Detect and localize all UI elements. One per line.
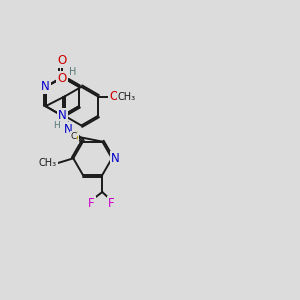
Text: N: N [64, 123, 73, 136]
Text: N: N [111, 152, 120, 165]
Text: F: F [88, 196, 95, 210]
Text: CH₃: CH₃ [117, 92, 135, 101]
Text: N: N [58, 109, 67, 122]
Text: C: C [70, 132, 77, 141]
Text: O: O [109, 90, 119, 103]
Text: S: S [70, 130, 78, 142]
Text: F: F [108, 196, 114, 210]
Text: O: O [57, 72, 67, 85]
Text: H: H [54, 121, 60, 130]
Text: H: H [69, 68, 76, 77]
Text: O: O [58, 54, 67, 67]
Text: CH₃: CH₃ [39, 158, 57, 168]
Text: N: N [41, 80, 50, 93]
